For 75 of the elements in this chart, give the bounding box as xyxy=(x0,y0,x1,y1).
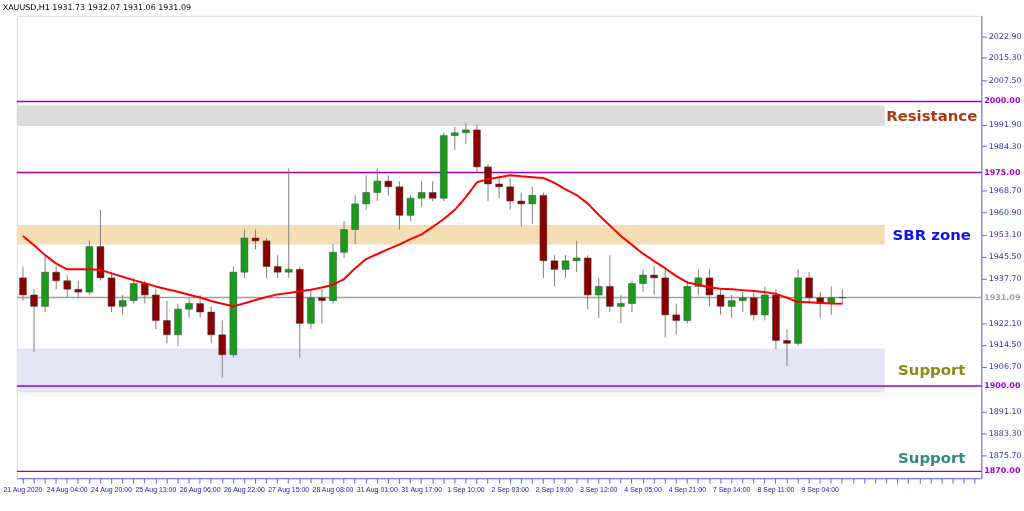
candlestick xyxy=(517,192,525,228)
candlestick xyxy=(838,288,847,304)
candlestick xyxy=(417,180,426,208)
candlestick xyxy=(606,254,614,313)
chart-title: XAUUSD,H1 1931.73 1932.07 1931.06 1931.09 xyxy=(2,2,191,12)
candlestick xyxy=(727,294,736,319)
y-tick-label: 1875.70 xyxy=(988,450,1022,460)
candlestick xyxy=(273,254,282,279)
candlestick xyxy=(284,167,293,279)
candlestick xyxy=(373,167,382,202)
candlestick xyxy=(495,174,503,199)
candlestick xyxy=(129,277,138,304)
candlestick xyxy=(716,288,725,316)
candlestick xyxy=(196,294,204,319)
candlestick xyxy=(595,277,603,319)
ref-line-label: 1900.00 xyxy=(984,380,1021,390)
y-tick-label: 1906.70 xyxy=(988,362,1022,372)
y-tick-label: 1960.90 xyxy=(988,208,1022,218)
candlestick xyxy=(617,294,625,324)
candlestick xyxy=(406,194,415,222)
y-tick-label: 1968.70 xyxy=(988,186,1022,196)
candlestick xyxy=(738,291,747,313)
ref-line-label: 1870.00 xyxy=(984,466,1021,476)
candlestick xyxy=(185,297,193,319)
candlestick xyxy=(484,163,492,202)
ref-line-label: 1975.00 xyxy=(984,167,1021,177)
y-tick-label: 2007.50 xyxy=(988,75,1022,85)
candlestick xyxy=(462,122,470,145)
candlestick xyxy=(572,240,581,273)
candlestick xyxy=(672,302,680,336)
y-tick-label: 1891.10 xyxy=(988,406,1022,416)
candlestick xyxy=(451,126,459,151)
candlestick xyxy=(705,268,714,307)
y-tick-label: 2022.90 xyxy=(988,31,1022,41)
candlestick xyxy=(561,254,570,279)
candlestick xyxy=(207,305,215,344)
candlestick xyxy=(163,300,171,344)
candlestick xyxy=(384,174,393,196)
band-label: SBR zone xyxy=(892,225,971,244)
y-tick-label: 1984.30 xyxy=(988,141,1022,151)
text: Support xyxy=(898,449,966,468)
band-label: Support xyxy=(898,361,966,380)
candlestick xyxy=(340,220,348,259)
candlestick xyxy=(362,174,370,211)
y-tick-label: 1922.10 xyxy=(988,318,1022,328)
candlestick xyxy=(639,268,647,293)
y-tick-label: 1945.50 xyxy=(988,252,1022,262)
y-tick-label: 1991.90 xyxy=(988,119,1022,129)
candlestick xyxy=(750,291,758,322)
candlestick xyxy=(52,266,60,290)
ref-line-label: 1931.09 xyxy=(984,292,1021,302)
ref-line-label: 2000.00 xyxy=(984,96,1021,106)
candlestick xyxy=(318,288,326,324)
candlestick xyxy=(19,266,27,302)
candlestick xyxy=(805,271,813,304)
candlestick xyxy=(428,180,437,202)
band-label: Resistance xyxy=(886,106,978,125)
candlestick xyxy=(30,288,38,353)
y-tick-label: 1937.70 xyxy=(988,274,1022,284)
candlestick xyxy=(761,285,769,322)
y-tick-label: 1914.50 xyxy=(988,340,1022,350)
candlestick xyxy=(63,274,71,299)
candlestick xyxy=(550,254,559,287)
candlestick xyxy=(650,266,658,296)
candlestick xyxy=(218,320,226,378)
candlestick xyxy=(783,328,791,367)
candlestick xyxy=(141,280,149,304)
candlestick xyxy=(251,229,260,250)
y-tick-label: 2015.30 xyxy=(988,53,1022,63)
candlestick xyxy=(628,280,636,313)
candlestick xyxy=(506,177,514,211)
candlestick xyxy=(528,186,537,225)
y-tick-label: 1883.30 xyxy=(988,429,1022,439)
y-tick-label: 1953.10 xyxy=(988,230,1022,240)
candlestick xyxy=(118,294,127,316)
